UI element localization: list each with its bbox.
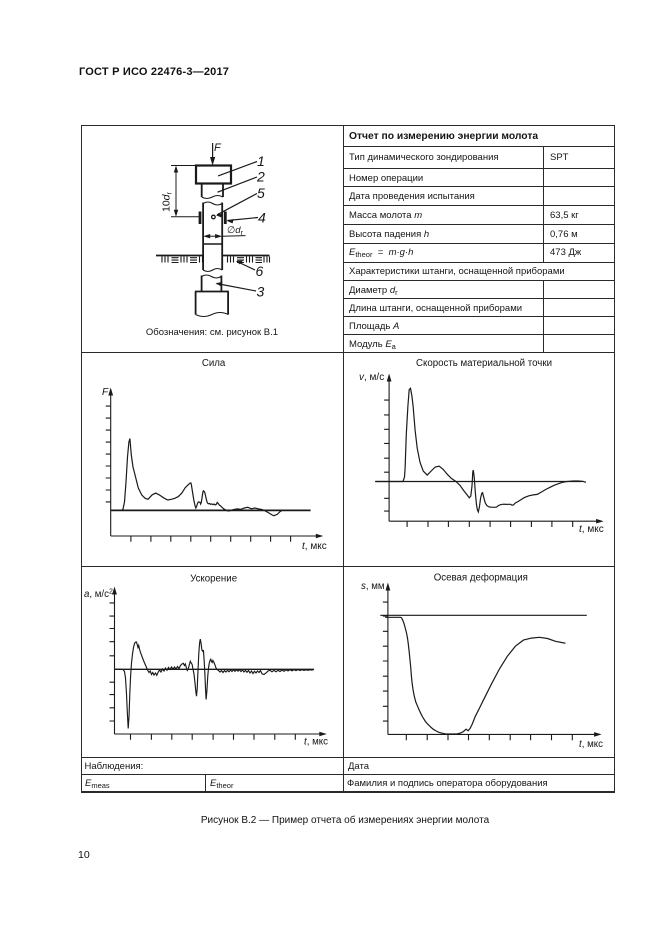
svg-text:∅dr: ∅dr [227, 225, 244, 237]
svg-text:a, м/с2: a, м/с2 [84, 589, 113, 601]
svg-text:1: 1 [257, 153, 265, 169]
svg-text:2: 2 [256, 169, 265, 185]
svg-text:4: 4 [258, 210, 266, 226]
svg-text:Обозначения: см. рисунок В.1: Обозначения: см. рисунок В.1 [146, 327, 278, 338]
svg-text:Сила: Сила [202, 358, 226, 369]
svg-text:10dr: 10dr [161, 191, 174, 212]
svg-text:t, мкс: t, мкс [579, 739, 603, 750]
svg-text:3: 3 [257, 284, 265, 300]
svg-text:6: 6 [256, 263, 264, 279]
svg-text:Ускорение: Ускорение [190, 574, 237, 585]
svg-text:t, мкс: t, мкс [304, 737, 328, 748]
svg-text:F: F [102, 387, 109, 398]
svg-text:v, м/с: v, м/с [359, 372, 384, 383]
svg-text:Осевая деформация: Осевая деформация [434, 573, 528, 584]
svg-text:s, мм: s, мм [361, 581, 385, 592]
svg-text:t, мкс: t, мкс [579, 524, 604, 535]
svg-text:Скорость материальной точки: Скорость материальной точки [416, 358, 552, 369]
svg-text:5: 5 [257, 185, 265, 201]
svg-text:t, мкс: t, мкс [302, 541, 327, 552]
svg-text:F: F [214, 142, 222, 154]
